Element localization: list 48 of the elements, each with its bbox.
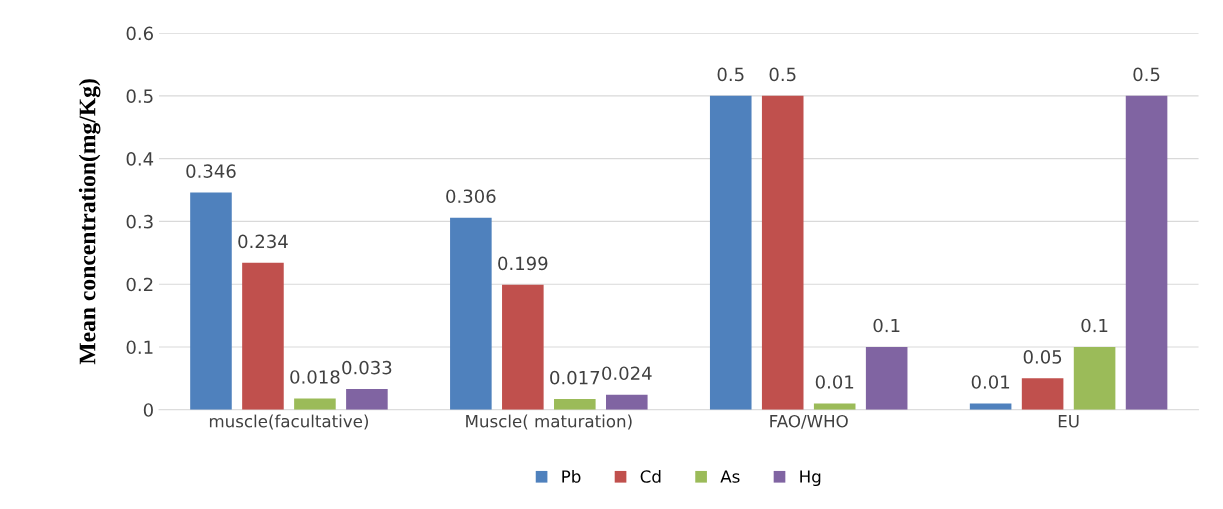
bar	[346, 389, 388, 410]
data-label: 0.234	[238, 234, 288, 249]
legend-label: Cd	[640, 469, 661, 483]
data-label: 0.033	[342, 360, 392, 375]
bar	[813, 403, 856, 410]
data-label: 0.01	[971, 375, 1010, 389]
x-tick-label: EU	[1058, 415, 1079, 428]
y-tick-label: 0.2	[126, 277, 153, 292]
y-tick-label: 0.1	[126, 340, 153, 355]
bar	[554, 399, 596, 410]
data-label: 0.024	[602, 366, 652, 381]
bar	[606, 394, 648, 410]
bar	[502, 284, 544, 410]
y-axis-title: Mean concentration(mg/Kg)	[78, 79, 101, 365]
y-tick-label: 0.5	[126, 89, 153, 103]
legend-label: As	[720, 470, 740, 483]
data-label: 0.199	[498, 256, 548, 271]
bar	[1073, 346, 1116, 410]
y-tick-label: 0.6	[126, 26, 153, 41]
x-tick-label: muscle(facultative)	[209, 414, 368, 430]
data-label: 0.5	[1133, 67, 1160, 82]
legend-label: Hg	[800, 470, 821, 487]
y-tick-label: 0.4	[126, 152, 154, 166]
data-label: 0.018	[290, 370, 340, 384]
bar	[450, 217, 492, 410]
bar	[1021, 378, 1064, 410]
bar	[709, 95, 752, 410]
x-tick-label: Muscle( maturation)	[466, 414, 632, 430]
y-tick-label: 0.3	[126, 214, 153, 229]
y-tick-label: 0	[143, 403, 153, 417]
data-label: 0.5	[769, 67, 796, 82]
bar	[190, 192, 232, 410]
data-label: 0.306	[446, 189, 496, 204]
bar	[294, 398, 336, 410]
bar	[1125, 95, 1168, 410]
x-tick-label: FAO/WHO	[770, 414, 848, 429]
data-label: 0.017	[550, 370, 600, 385]
bar	[969, 403, 1012, 410]
legend-label: Pb	[562, 469, 581, 483]
data-label: 0.5	[717, 67, 744, 82]
bar	[865, 346, 908, 410]
data-label: 0.01	[815, 375, 854, 389]
bar	[242, 262, 284, 410]
bar	[761, 95, 804, 410]
data-label: 0.346	[186, 164, 236, 178]
data-label: 0.1	[873, 318, 900, 333]
data-label: 0.05	[1023, 350, 1062, 364]
data-label: 0.1	[1081, 318, 1108, 333]
